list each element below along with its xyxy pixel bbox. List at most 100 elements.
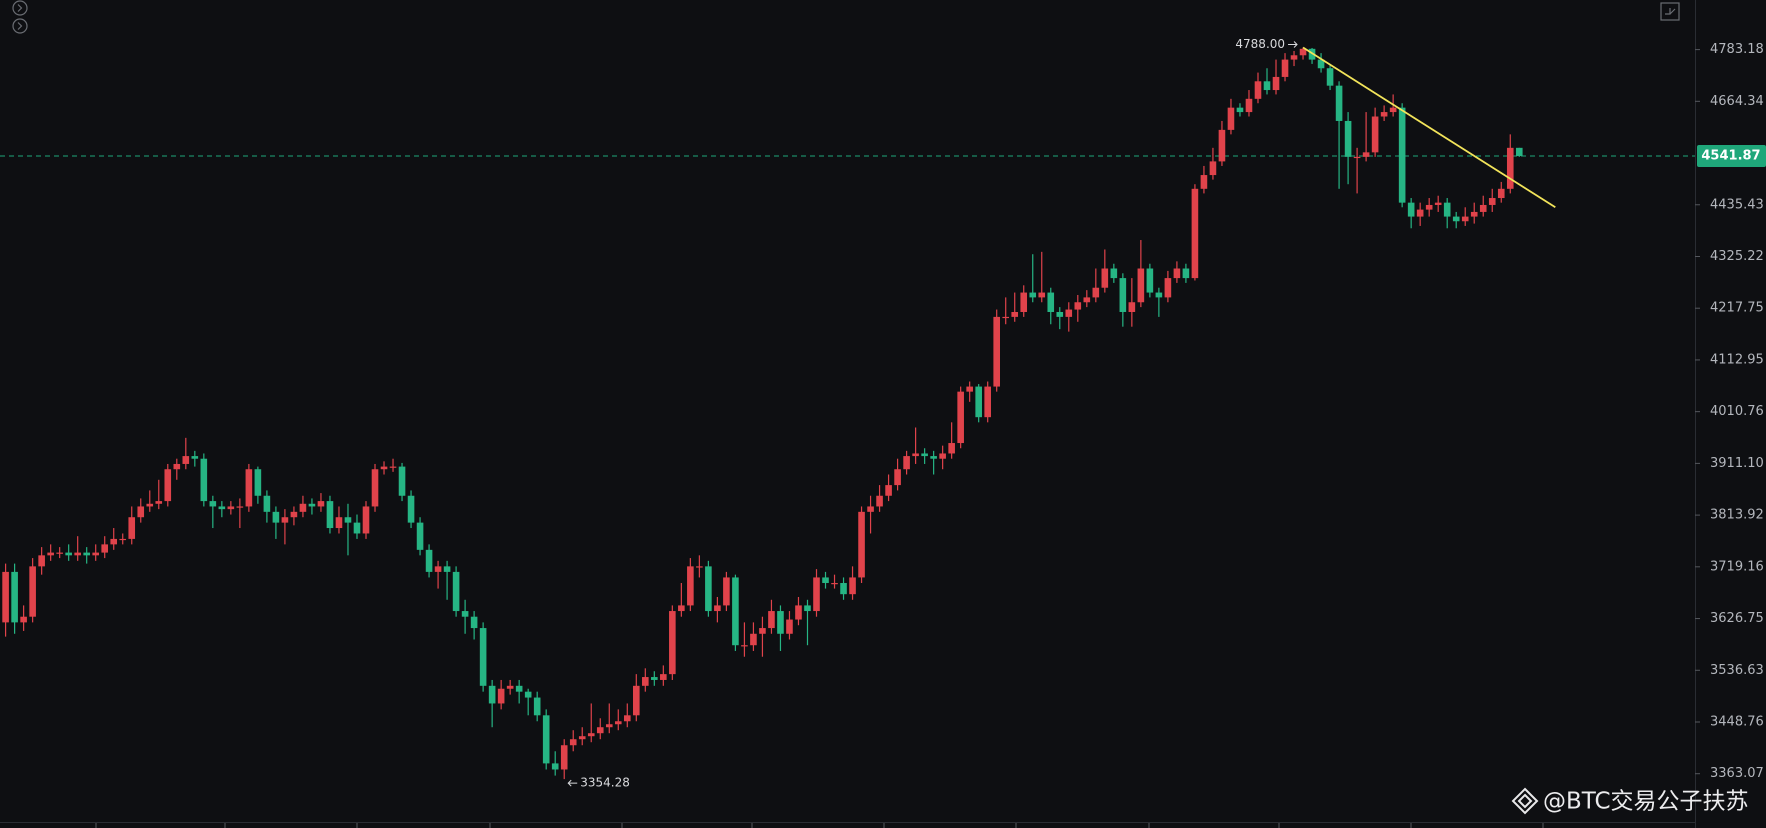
- candle-body: [137, 506, 145, 518]
- candle-body: [560, 745, 568, 770]
- screenshot-icon[interactable]: [1665, 8, 1676, 15]
- candle-body: [1515, 147, 1523, 157]
- candle-body: [605, 724, 613, 728]
- y-tick-label: 3363.07: [1710, 766, 1764, 781]
- candle-body: [227, 506, 235, 510]
- expand-icon[interactable]: [17, 4, 23, 12]
- candle-body: [984, 386, 991, 418]
- candle-body: [1074, 302, 1082, 310]
- candle-body: [299, 503, 307, 512]
- candle-body: [1227, 107, 1235, 130]
- candle-body: [506, 685, 514, 689]
- candle-body: [1398, 107, 1406, 203]
- candle-body: [669, 611, 676, 675]
- candle-body: [975, 386, 982, 418]
- candle-body: [1173, 268, 1181, 279]
- candle-body: [1128, 302, 1136, 312]
- candle-body: [569, 739, 577, 746]
- candle-body: [993, 316, 1000, 387]
- candle-body: [714, 605, 721, 612]
- candle-body: [425, 549, 433, 572]
- candle-body: [371, 469, 379, 507]
- candle-body: [876, 495, 883, 507]
- y-tick-label: 3813.92: [1710, 508, 1764, 523]
- candle-body: [759, 628, 766, 634]
- candle-body: [1137, 268, 1145, 303]
- candle-body: [200, 458, 208, 502]
- candle-body: [1479, 204, 1487, 212]
- candle-body: [741, 645, 748, 647]
- expand-icon[interactable]: [12, 18, 28, 34]
- candle-body: [1254, 81, 1262, 99]
- y-tick-label: 4010.76: [1710, 404, 1764, 419]
- candle-body: [1002, 316, 1010, 319]
- candle-body: [1191, 188, 1199, 279]
- candle-body: [885, 485, 892, 496]
- screenshot-icon[interactable]: [1660, 2, 1680, 21]
- candle-body: [119, 538, 127, 541]
- candle-body: [849, 577, 856, 595]
- candle-body: [2, 571, 9, 623]
- candle-body: [245, 469, 253, 507]
- candle-body: [236, 506, 244, 508]
- candle-body: [452, 571, 460, 612]
- candle-body: [921, 453, 928, 457]
- candle-body: [623, 715, 631, 722]
- candle-body: [1281, 59, 1289, 77]
- candle-body: [696, 566, 703, 568]
- candle-body: [443, 566, 451, 572]
- candle-body: [777, 611, 784, 634]
- candle-body: [488, 685, 496, 704]
- toolbar-icons[interactable]: [12, 0, 1680, 34]
- candle-body: [470, 616, 478, 629]
- expand-icon[interactable]: [17, 22, 23, 30]
- candle-body: [1029, 292, 1037, 298]
- candle-body: [1119, 278, 1127, 312]
- candle-body: [1488, 198, 1496, 205]
- expand-icon[interactable]: [12, 0, 28, 16]
- high-arrow: [1288, 41, 1298, 48]
- candle-body: [966, 386, 973, 392]
- candle-body: [542, 715, 550, 764]
- candle-body: [786, 619, 793, 634]
- candle-body: [678, 605, 685, 612]
- candle-body: [11, 571, 18, 623]
- y-tick-label: 4783.18: [1710, 42, 1764, 57]
- candle-body: [867, 506, 874, 512]
- candle-body: [1407, 202, 1415, 217]
- candle-body: [660, 674, 667, 680]
- candle-body: [1362, 152, 1370, 157]
- candle-body: [281, 517, 289, 523]
- candle-body: [407, 495, 415, 523]
- candle-body: [335, 517, 343, 529]
- trendline: [1302, 46, 1556, 209]
- candle-body: [1020, 292, 1028, 312]
- candle-body: [56, 552, 63, 554]
- candle-body: [1146, 268, 1154, 293]
- candle-body: [750, 633, 757, 646]
- candle-body: [642, 677, 649, 686]
- y-tick-label: 4217.75: [1710, 301, 1764, 316]
- candle-body: [732, 577, 739, 646]
- candle-body: [1047, 292, 1055, 312]
- candle-body: [497, 688, 505, 704]
- candle-body: [1263, 81, 1271, 91]
- y-tick-label: 3626.75: [1710, 611, 1764, 626]
- candle-body: [1290, 55, 1298, 60]
- candle-body: [723, 577, 730, 606]
- candle-body: [380, 466, 388, 470]
- candle-body: [1038, 292, 1046, 298]
- candle-body: [1056, 311, 1064, 317]
- candle-body: [1389, 107, 1397, 113]
- candle-body: [344, 517, 352, 523]
- candle-body: [1110, 268, 1118, 279]
- candle-body: [272, 511, 280, 523]
- candle-body: [92, 552, 99, 556]
- candle-body: [768, 611, 775, 629]
- candle-body: [903, 456, 910, 470]
- current-price-label: 4541.87: [1701, 149, 1760, 164]
- candle-body: [948, 443, 955, 454]
- candle-body: [317, 501, 325, 507]
